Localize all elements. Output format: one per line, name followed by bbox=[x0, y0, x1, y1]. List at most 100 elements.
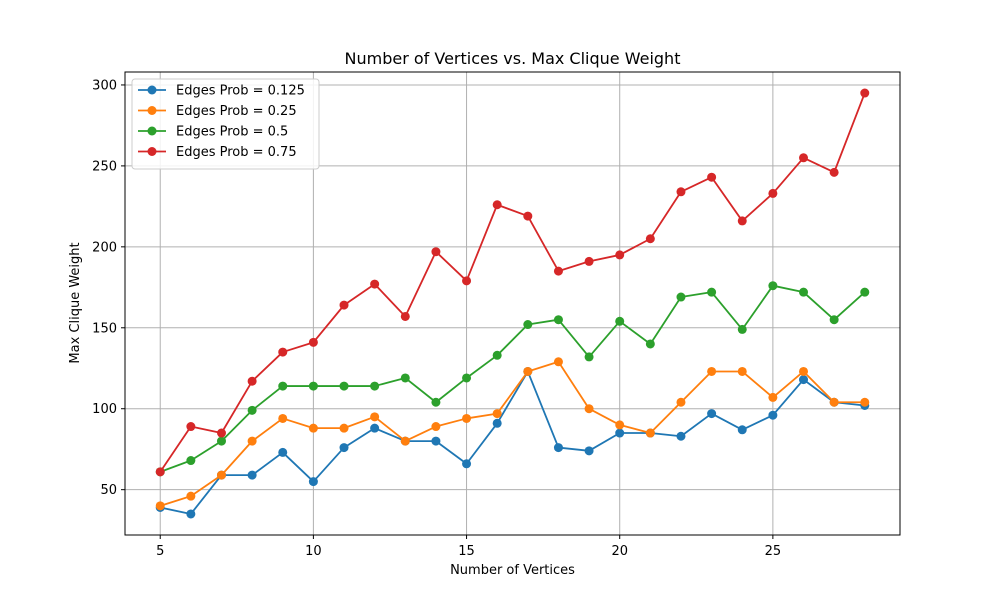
series-line bbox=[160, 370, 865, 515]
data-point bbox=[216, 428, 226, 438]
data-point bbox=[737, 366, 747, 376]
data-point bbox=[676, 397, 686, 407]
legend-entry: Edges Prob = 0.125 bbox=[138, 84, 305, 99]
data-point bbox=[768, 188, 778, 198]
y-tick-label: 200 bbox=[92, 240, 117, 255]
data-point bbox=[462, 413, 472, 423]
legend-label: Edges Prob = 0.25 bbox=[176, 104, 297, 119]
y-tick-label: 300 bbox=[92, 78, 117, 93]
data-point bbox=[768, 281, 778, 291]
data-point bbox=[645, 428, 655, 438]
data-point bbox=[339, 443, 349, 453]
data-point bbox=[799, 287, 809, 297]
data-point bbox=[370, 279, 380, 289]
data-point bbox=[370, 423, 380, 433]
data-point bbox=[247, 436, 257, 446]
data-point bbox=[247, 376, 257, 386]
data-point bbox=[676, 431, 686, 441]
data-point bbox=[186, 491, 196, 501]
data-point bbox=[584, 256, 594, 266]
data-point bbox=[768, 410, 778, 420]
data-point bbox=[370, 381, 380, 391]
y-tick-label: 50 bbox=[100, 483, 117, 498]
y-tick-label: 150 bbox=[92, 321, 117, 336]
data-point bbox=[676, 292, 686, 302]
data-point bbox=[615, 316, 625, 326]
data-point bbox=[308, 423, 318, 433]
data-point bbox=[737, 216, 747, 226]
data-point bbox=[553, 315, 563, 325]
data-point bbox=[676, 187, 686, 197]
data-point bbox=[155, 501, 165, 511]
data-point bbox=[247, 470, 257, 480]
legend-marker bbox=[147, 126, 157, 136]
x-tick-label: 10 bbox=[305, 544, 322, 559]
series-line bbox=[159, 284, 866, 473]
legend-label: Edges Prob = 0.125 bbox=[176, 84, 305, 99]
legend-entry: Edges Prob = 0.5 bbox=[138, 125, 288, 140]
legend: Edges Prob = 0.125 Edges Prob = 0.25 Edges… bbox=[131, 78, 320, 170]
plot-frame bbox=[124, 71, 901, 536]
x-tick-label: 5 bbox=[156, 544, 164, 559]
data-point bbox=[645, 339, 655, 349]
data-point bbox=[737, 425, 747, 435]
data-point bbox=[339, 381, 349, 391]
legend-marker bbox=[147, 147, 157, 156]
data-point bbox=[523, 211, 533, 221]
legend-label: Edges Prob = 0.5 bbox=[176, 125, 288, 140]
data-point bbox=[707, 287, 717, 297]
chart-title: Number of Vertices vs. Max Clique Weight bbox=[345, 49, 681, 68]
data-point bbox=[553, 443, 563, 453]
data-point bbox=[737, 324, 747, 334]
data-point bbox=[799, 153, 809, 163]
data-point bbox=[431, 397, 441, 407]
data-point bbox=[829, 315, 839, 325]
data-point bbox=[216, 470, 226, 480]
series-4 bbox=[155, 88, 870, 477]
data-point bbox=[278, 447, 288, 457]
x-tick-label: 20 bbox=[611, 544, 628, 559]
data-point bbox=[186, 509, 196, 519]
grid bbox=[125, 72, 900, 535]
data-point bbox=[553, 357, 563, 367]
data-point bbox=[462, 373, 472, 383]
y-axis-label: Max Clique Weight bbox=[68, 242, 83, 363]
data-point bbox=[707, 366, 717, 376]
data-point bbox=[308, 381, 318, 391]
data-point bbox=[492, 409, 502, 419]
data-point bbox=[155, 467, 165, 477]
data-point bbox=[308, 477, 318, 487]
data-point bbox=[431, 436, 441, 446]
axes: 5 10 15 20 25 50 100 150 200 250 300 bbox=[92, 78, 781, 559]
data-point bbox=[799, 375, 809, 385]
data-point bbox=[523, 366, 533, 376]
data-point bbox=[400, 373, 410, 383]
data-point bbox=[584, 446, 594, 456]
data-point bbox=[768, 392, 778, 402]
data-point bbox=[278, 413, 288, 423]
data-point bbox=[278, 347, 288, 357]
data-point bbox=[829, 167, 839, 177]
data-point bbox=[492, 418, 502, 428]
legend-entry: Edges Prob = 0.75 bbox=[138, 145, 297, 160]
data-point bbox=[584, 404, 594, 414]
data-point bbox=[431, 247, 441, 257]
y-tick-label: 100 bbox=[92, 402, 117, 417]
data-point bbox=[186, 422, 196, 432]
legend-entry: Edges Prob = 0.25 bbox=[138, 104, 297, 119]
data-point bbox=[431, 422, 441, 432]
series-layer bbox=[155, 88, 870, 519]
data-point bbox=[799, 366, 809, 376]
data-point bbox=[829, 397, 839, 407]
data-point bbox=[462, 459, 472, 469]
data-point bbox=[339, 423, 349, 433]
series-line bbox=[159, 92, 866, 473]
data-point bbox=[492, 350, 502, 360]
data-point bbox=[615, 428, 625, 438]
data-point bbox=[615, 420, 625, 430]
x-tick-label: 25 bbox=[765, 544, 782, 559]
data-point bbox=[216, 436, 226, 446]
data-point bbox=[707, 409, 717, 419]
